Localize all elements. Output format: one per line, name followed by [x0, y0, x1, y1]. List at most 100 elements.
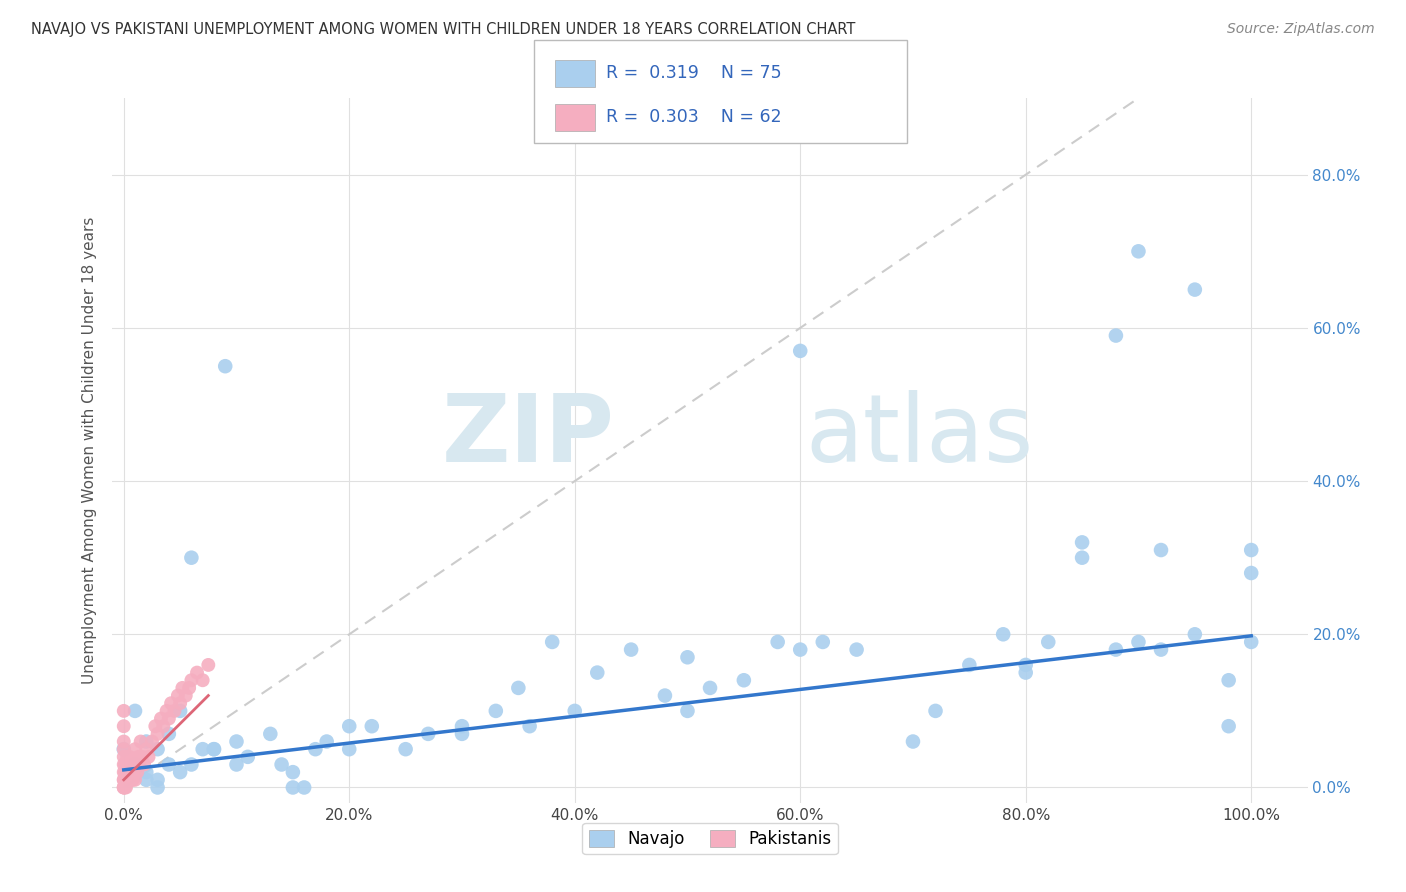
Point [141, 734, 163, 748]
Point [112, 742, 135, 756]
Point [1038, 635, 1060, 649]
Point [169, 765, 191, 780]
Point [789, 642, 811, 657]
Point [124, 704, 146, 718]
Point [163, 704, 186, 718]
Point [957, 657, 980, 672]
Point [112, 780, 135, 795]
Point [152, 719, 174, 733]
Point [202, 742, 225, 756]
Point [112, 780, 135, 795]
Point [132, 757, 155, 772]
Point [259, 727, 281, 741]
Point [1105, 328, 1128, 343]
Point [1218, 719, 1240, 733]
Point [120, 772, 142, 787]
Point [1071, 550, 1094, 565]
Point [115, 772, 138, 787]
Point [121, 772, 143, 787]
Point [1218, 673, 1240, 688]
Point [270, 757, 292, 772]
Point [169, 696, 191, 710]
Point [1015, 657, 1038, 672]
Point [124, 742, 146, 756]
Point [1240, 543, 1263, 558]
Point [281, 765, 304, 780]
Point [1184, 627, 1206, 641]
Point [304, 742, 326, 756]
Point [315, 734, 337, 748]
Point [157, 727, 180, 741]
Point [117, 757, 139, 772]
Point [676, 650, 699, 665]
Point [991, 627, 1014, 641]
Point [112, 780, 135, 795]
Point [191, 673, 214, 688]
Point [901, 734, 924, 748]
Point [115, 765, 138, 780]
Point [121, 765, 143, 780]
Point [121, 757, 143, 772]
Text: NAVAJO VS PAKISTANI UNEMPLOYMENT AMONG WOMEN WITH CHILDREN UNDER 18 YEARS CORREL: NAVAJO VS PAKISTANI UNEMPLOYMENT AMONG W… [31, 22, 855, 37]
Point [112, 749, 135, 764]
Point [112, 765, 135, 780]
Point [118, 765, 141, 780]
Text: R =  0.319    N = 75: R = 0.319 N = 75 [606, 63, 782, 81]
Point [131, 749, 153, 764]
Point [169, 704, 191, 718]
Point [135, 742, 157, 756]
Point [845, 642, 868, 657]
Point [1071, 535, 1094, 549]
Point [1150, 642, 1173, 657]
Text: ZIP: ZIP [441, 391, 614, 483]
Point [1184, 283, 1206, 297]
Point [360, 719, 382, 733]
Point [281, 780, 304, 795]
Point [157, 712, 180, 726]
Point [202, 742, 225, 756]
Point [128, 757, 150, 772]
Point [143, 719, 166, 733]
Point [564, 704, 586, 718]
Point [112, 742, 135, 756]
Point [699, 681, 721, 695]
Point [129, 734, 152, 748]
Point [124, 772, 146, 787]
Point [167, 689, 190, 703]
Point [394, 742, 416, 756]
Point [225, 734, 247, 748]
Point [155, 704, 177, 718]
Point [120, 757, 142, 772]
Point [676, 704, 699, 718]
Point [180, 550, 202, 565]
Point [157, 757, 180, 772]
Point [146, 742, 169, 756]
Point [160, 696, 183, 710]
Point [214, 359, 236, 374]
Point [811, 635, 834, 649]
Point [135, 734, 157, 748]
Point [485, 704, 508, 718]
Point [138, 749, 160, 764]
Point [114, 765, 136, 780]
Point [225, 757, 247, 772]
Point [115, 772, 138, 787]
Point [620, 642, 643, 657]
Point [766, 635, 789, 649]
Point [186, 665, 208, 680]
Point [114, 780, 136, 795]
Text: R =  0.303    N = 62: R = 0.303 N = 62 [606, 108, 782, 126]
Legend: Navajo, Pakistanis: Navajo, Pakistanis [582, 822, 838, 855]
Point [418, 727, 440, 741]
Point [1240, 635, 1263, 649]
Point [115, 780, 138, 795]
Point [172, 681, 194, 695]
Point [124, 757, 146, 772]
Point [924, 704, 946, 718]
Point [1240, 566, 1263, 580]
Point [112, 772, 135, 787]
Point [118, 749, 141, 764]
Y-axis label: Unemployment Among Women with Children Under 18 years: Unemployment Among Women with Children U… [82, 217, 97, 684]
Point [1105, 642, 1128, 657]
Point [451, 719, 474, 733]
